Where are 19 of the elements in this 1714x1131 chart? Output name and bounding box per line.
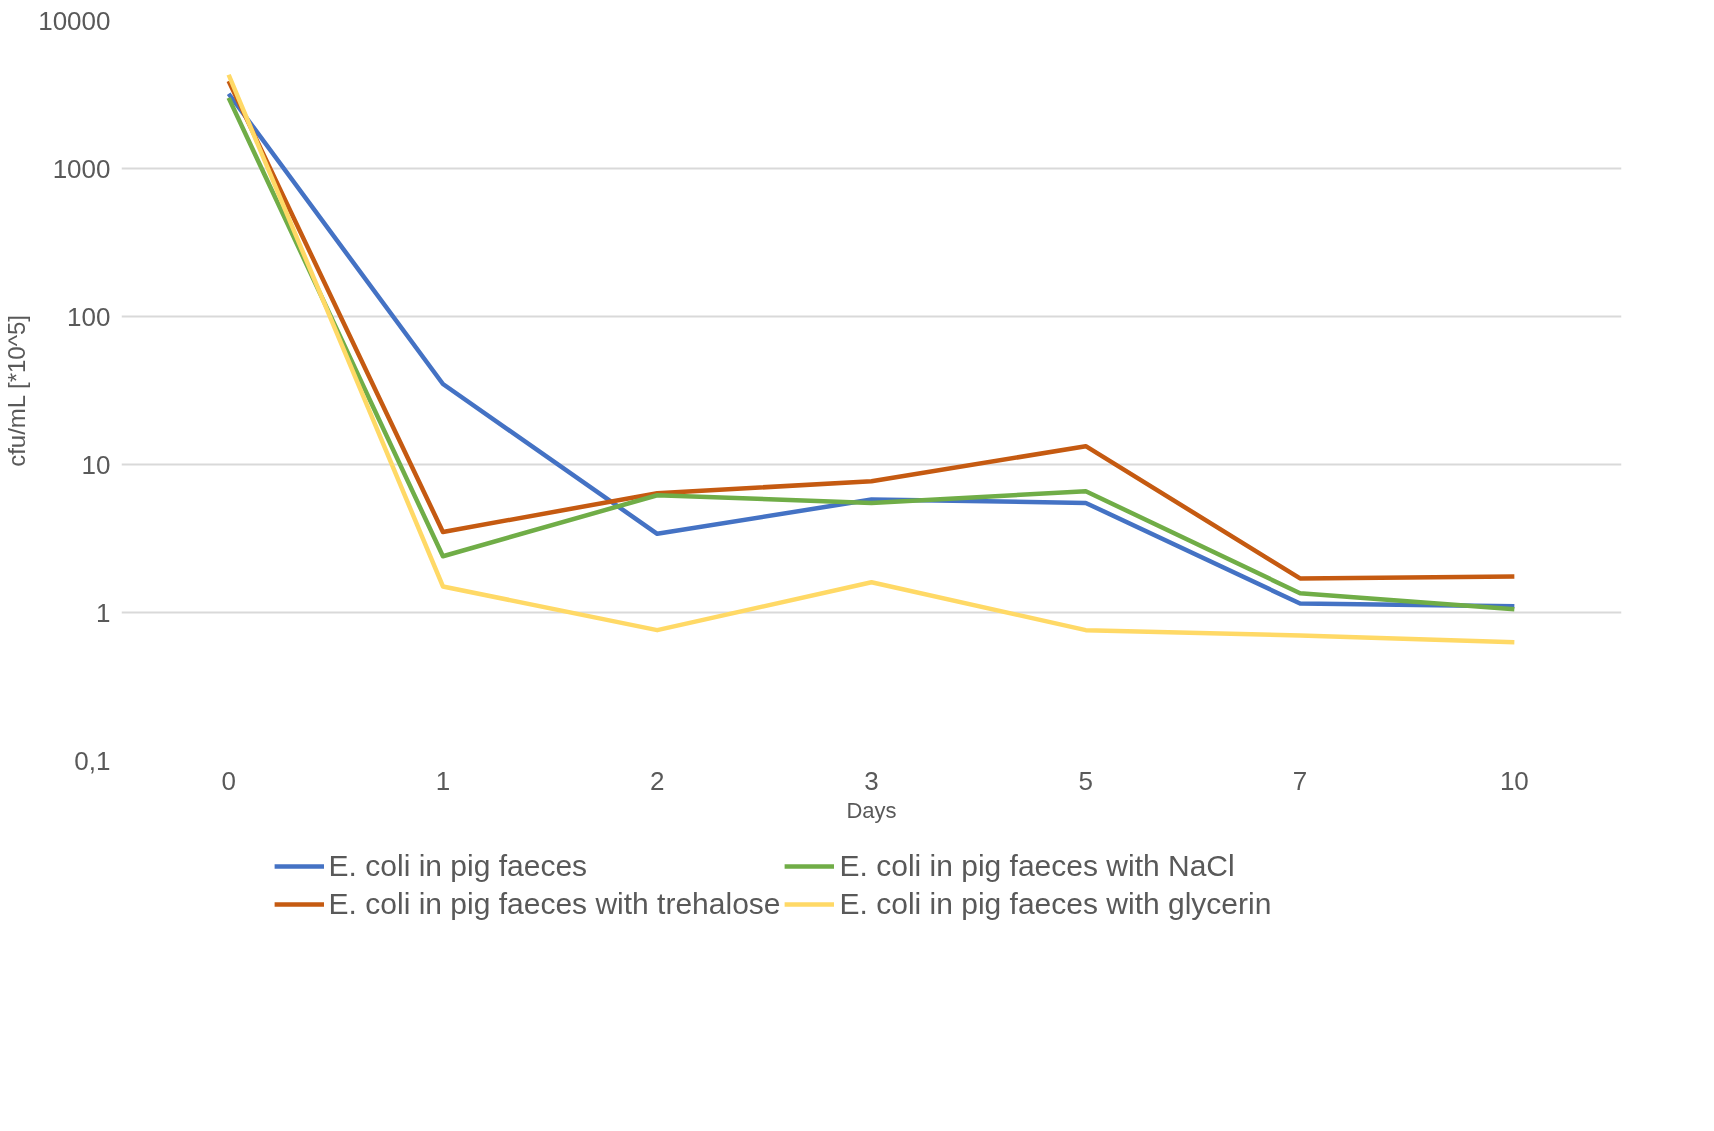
x-tick-label: 3	[864, 765, 879, 796]
x-tick-label: 5	[1078, 765, 1094, 796]
legend-label: E. coli in pig faeces with trehalose	[328, 887, 781, 921]
y-tick-label: 1000	[52, 153, 111, 184]
x-tick-label: 2	[649, 765, 665, 796]
x-tick-label: 10	[1499, 765, 1529, 796]
legend-label: E. coli in pig faeces with glycerin	[839, 887, 1272, 921]
legend-label: E. coli in pig faeces	[328, 849, 588, 883]
y-axis-title: cfu/mL [*10^5]	[3, 315, 31, 467]
y-tick-label: 10000	[38, 5, 111, 36]
x-tick-label: 1	[435, 765, 451, 796]
y-tick-label: 10	[81, 449, 111, 480]
legend-label: E. coli in pig faeces with NaCl	[839, 849, 1235, 883]
x-tick-label: 7	[1292, 765, 1308, 796]
x-axis-title: Days	[846, 797, 897, 823]
y-tick-label: 0,1	[74, 745, 111, 776]
x-tick-label: 0	[221, 765, 236, 796]
y-tick-label: 100	[67, 301, 111, 332]
y-tick-label: 1	[96, 597, 111, 628]
